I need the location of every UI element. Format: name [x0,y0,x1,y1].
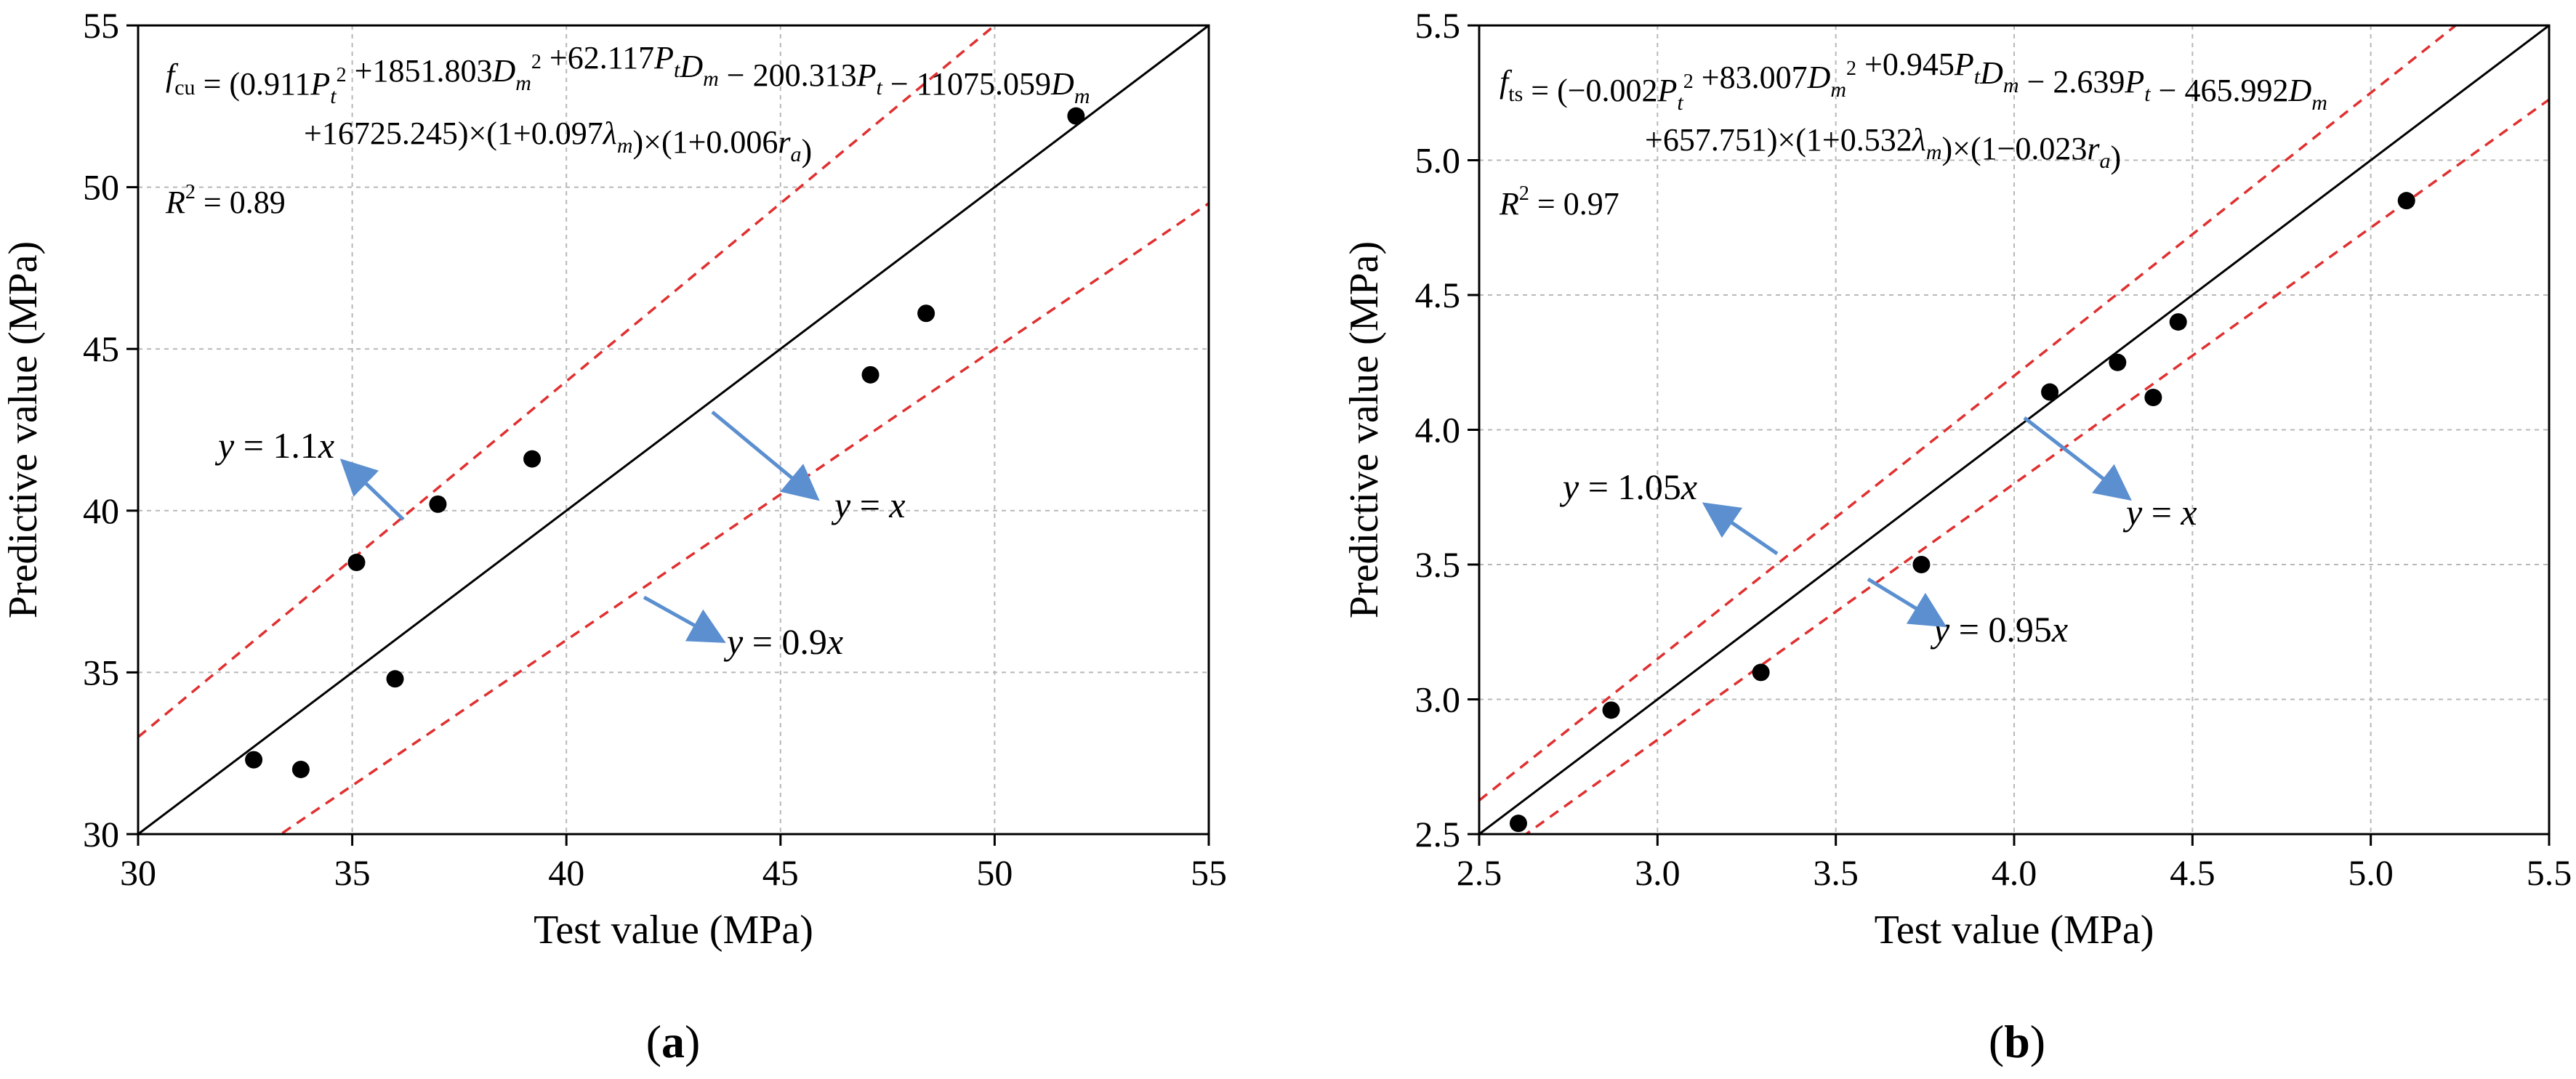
y-tick-label: 30 [83,814,119,854]
y-tick-label: 5.5 [1415,5,1461,46]
y-tick-label: 3.5 [1415,544,1461,585]
x-tick-label: 55 [1191,852,1227,893]
reference-lines [138,25,1209,834]
panel-label: (a) [646,1016,701,1067]
y-tick-label: 35 [83,652,119,692]
label-identity-line: y = x [2122,492,2197,533]
data-point [917,304,935,323]
y-tick-label: 3.0 [1415,679,1461,720]
x-axis-label: Test value (MPa) [534,908,813,953]
chart-panel-b: 2.5 3.0 3.5 4.0 4.5 5.0 5.5 2.5 3.0 3.5 4.0 4.5 5.0 5… [1342,5,2572,1067]
r-squared: R2 = 0.97 [1499,182,1619,222]
data-point [2397,192,2415,210]
label-upper-line: y = 1.1x [214,425,334,466]
data-points [1509,192,2415,833]
upper-bound-line [1479,25,2458,801]
reference-lines [1479,25,2549,834]
data-point [386,670,404,688]
panel-label: (b) [1989,1016,2045,1067]
y-tick-label: 55 [83,5,119,46]
x-tick-label: 3.5 [1813,852,1859,893]
x-tick-label: 50 [976,852,1013,893]
axes: 2.5 3.0 3.5 4.0 4.5 5.0 5.5 2.5 3.0 3.5 4.0 4.5 5.0 5… [1415,5,2572,893]
y-tick-label: 5.0 [1415,140,1461,181]
equation-line-2: +657.751)×(1+0.532λm)×(1−0.023ra) [1645,122,2121,175]
y-axis-label: Predictive value (MPa) [1342,241,1387,618]
data-point [1602,701,1620,719]
y-tick-label: 50 [83,167,119,208]
x-tick-label: 3.0 [1635,852,1681,893]
chart-panel-a: 30 35 40 45 50 55 30 35 40 45 50 55 Test value (MPa)… [1,5,1227,1067]
y-tick-label: 45 [83,328,119,369]
data-point [2109,353,2127,371]
x-tick-label: 4.0 [1992,852,2037,893]
arrow-lower [643,595,726,643]
x-tick-label: 30 [120,852,156,893]
arrow-identity [711,411,820,501]
data-point [2041,383,2059,401]
data-point [2169,313,2187,331]
equation-line-1: fts = (−0.002Pt2 +83.007Dm2 +0.945PtDm −… [1500,47,2327,115]
x-tick-label: 5.5 [2527,852,2572,893]
x-tick-label: 4.5 [2170,852,2215,893]
y-tick-label: 40 [83,490,119,531]
plot-frame [137,24,1210,836]
arrow-identity [2023,416,2132,501]
arrow-lower [1867,577,1947,628]
equation-line-1: fcu = (0.911Pt2 +1851.803Dm2 +62.117PtDm… [166,40,1090,108]
data-point [245,751,263,769]
label-lower-line: y = 0.9x [723,621,843,662]
arrow-upper [1702,502,1779,556]
axes: 30 35 40 45 50 55 30 35 40 45 50 55 [83,5,1227,893]
lower-bound-line [278,202,1209,834]
label-identity-line: y = x [831,485,906,525]
y-tick-label: 4.0 [1415,410,1461,450]
x-tick-label: 45 [762,852,799,893]
y-axis-label: Predictive value (MPa) [1,241,46,618]
data-point [291,760,310,778]
arrow-upper [339,458,405,521]
data-point [1509,815,1527,833]
x-tick-label: 40 [548,852,584,893]
equation-line-2: +16725.245)×(1+0.097λm)×(1+0.006ra) [304,116,812,169]
data-point [347,554,366,572]
x-tick-label: 5.0 [2348,852,2394,893]
label-upper-line: y = 1.05x [1559,466,1697,507]
upper-bound-line [138,25,997,738]
data-point [861,365,880,384]
y-tick-label: 4.5 [1415,275,1461,315]
data-point [429,495,447,513]
y-tick-label: 2.5 [1415,814,1461,854]
data-points [245,107,1085,778]
x-tick-label: 2.5 [1457,852,1502,893]
r-squared: R2 = 0.89 [165,181,286,220]
data-point [2144,388,2162,406]
gridlines [138,25,1209,834]
x-tick-label: 35 [334,852,371,893]
data-point [1067,107,1085,125]
label-lower-line: y = 0.95x [1930,609,2068,650]
data-point [1752,663,1770,682]
data-point [1912,556,1931,573]
data-point [523,450,542,468]
identity-line [138,25,1209,834]
identity-line [1479,25,2549,834]
x-axis-label: Test value (MPa) [1875,908,2154,953]
